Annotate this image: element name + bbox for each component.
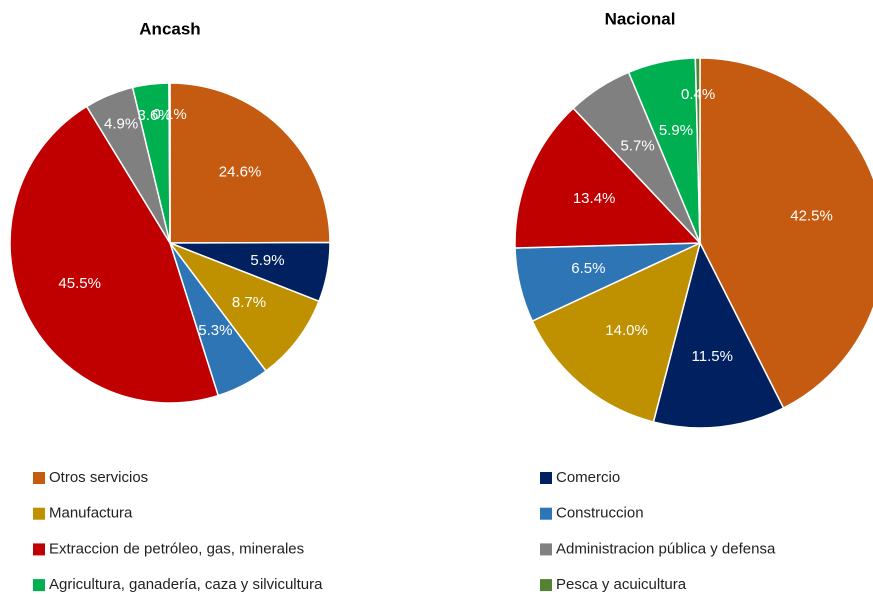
pie-slice (169, 82, 331, 244)
data-label: 6.5% (571, 260, 605, 277)
pie-slice (514, 107, 702, 249)
data-label: 5.9% (659, 122, 693, 139)
data-label: 5.3% (198, 322, 232, 339)
pie-slice (9, 105, 220, 404)
legend-swatch (540, 507, 552, 520)
legend-label: Construccion (556, 505, 644, 522)
data-label: 11.5% (692, 348, 733, 365)
legend-label: Manufactura (49, 505, 133, 522)
legend-swatch (33, 579, 45, 592)
pie-slice (167, 241, 320, 373)
data-label: 4.9% (104, 116, 138, 133)
legend-label: Comercio (556, 469, 620, 486)
data-label: 0.1% (152, 106, 186, 123)
pie-slice (168, 82, 171, 244)
data-label: 42.5% (790, 207, 833, 224)
legend-label: Extraccion de petróleo, gas, minerales (49, 540, 304, 557)
data-label: 24.6% (219, 164, 262, 181)
legend-swatch (33, 507, 45, 520)
legend-label: Agricultura, ganadería, caza y silvicult… (49, 576, 323, 593)
legend-swatch (540, 543, 552, 556)
legend-label: Administracion pública y defensa (556, 540, 776, 557)
data-label: 3.6% (137, 107, 171, 124)
legend-swatch (33, 543, 45, 556)
data-label: 13.4% (573, 190, 616, 207)
data-label: 5.7% (620, 138, 654, 155)
pie-slice (699, 57, 873, 410)
legend-label: Pesca y acuicultura (556, 576, 687, 593)
data-label: 5.9% (250, 252, 284, 269)
data-label: 45.5% (58, 275, 101, 292)
legend-swatch (33, 472, 45, 484)
data-label: 0.4% (681, 86, 715, 103)
pie-slice (652, 240, 785, 429)
legend-swatch (540, 579, 552, 592)
legend-swatch (540, 472, 552, 484)
data-label: 14.0% (605, 322, 648, 339)
chart-title: Nacional (605, 9, 676, 28)
chart-title: Ancash (139, 19, 200, 38)
pie-slice (694, 57, 701, 244)
legend-label: Otros servicios (49, 469, 148, 486)
data-label: 8.7% (232, 294, 266, 311)
pie-slice (531, 241, 702, 423)
